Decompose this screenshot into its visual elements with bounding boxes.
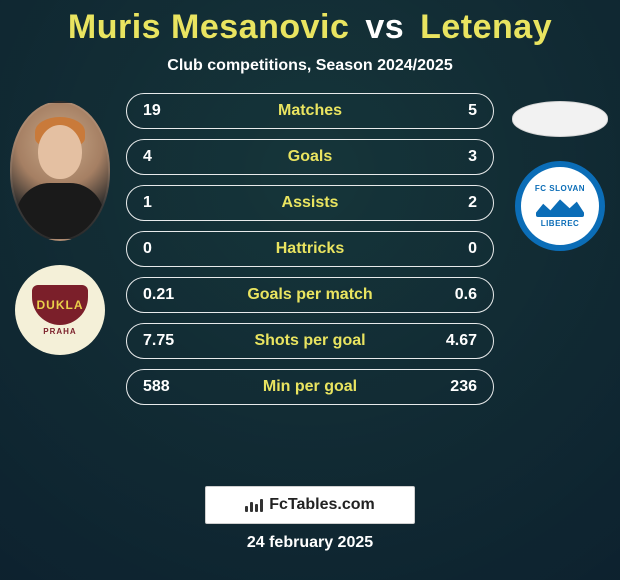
club-crest-dukla: DUKLA PRAHA — [15, 265, 105, 355]
stat-row-assists: 1 Assists 2 — [126, 185, 494, 221]
stat-label: Goals per match — [199, 286, 421, 304]
slovan-inner: FC SLOVAN LIBEREC — [526, 172, 594, 240]
stat-label: Hattricks — [199, 240, 421, 258]
stat-row-gpm: 0.21 Goals per match 0.6 — [126, 277, 494, 313]
content-columns: DUKLA PRAHA 19 Matches 5 4 Goals 3 1 Ass… — [0, 93, 620, 474]
right-column: FC SLOVAN LIBEREC — [500, 93, 620, 251]
stat-right-value: 5 — [421, 102, 477, 120]
stat-right-value: 2 — [421, 194, 477, 212]
stat-right-value: 0 — [421, 240, 477, 258]
club-crest-slovan: FC SLOVAN LIBEREC — [515, 161, 605, 251]
slovan-arc-bottom: LIBEREC — [541, 219, 580, 228]
stat-label: Shots per goal — [199, 332, 421, 350]
stat-left-value: 7.75 — [143, 332, 199, 350]
stat-row-hattricks: 0 Hattricks 0 — [126, 231, 494, 267]
avatar-head — [38, 125, 82, 179]
stat-row-spg: 7.75 Shots per goal 4.67 — [126, 323, 494, 359]
player1-avatar — [10, 101, 110, 241]
player2-avatar-placeholder — [512, 101, 608, 137]
stat-row-goals: 4 Goals 3 — [126, 139, 494, 175]
stat-right-value: 236 — [421, 378, 477, 396]
stat-left-value: 0 — [143, 240, 199, 258]
slovan-arc-top: FC SLOVAN — [535, 184, 585, 193]
footer-date: 24 february 2025 — [247, 534, 373, 552]
stat-row-mpg: 588 Min per goal 236 — [126, 369, 494, 405]
stat-label: Min per goal — [199, 378, 421, 396]
comparison-card: Muris Mesanovic vs Letenay Club competit… — [0, 0, 620, 580]
stat-left-value: 1 — [143, 194, 199, 212]
dukla-subtext: PRAHA — [43, 327, 76, 336]
source-site: FcTables.com — [269, 496, 375, 514]
stat-left-value: 4 — [143, 148, 199, 166]
stats-column: 19 Matches 5 4 Goals 3 1 Assists 2 0 Hat… — [120, 93, 500, 405]
player2-name: Letenay — [420, 8, 552, 46]
stat-label: Matches — [199, 102, 421, 120]
dukla-shield: DUKLA — [32, 285, 88, 325]
stat-label: Goals — [199, 148, 421, 166]
footer: FcTables.com 24 february 2025 — [0, 474, 620, 580]
stat-right-value: 0.6 — [421, 286, 477, 304]
left-column: DUKLA PRAHA — [0, 93, 120, 355]
slovan-wave-icon — [536, 195, 584, 217]
title-vs: vs — [365, 8, 404, 46]
avatar-torso — [16, 183, 104, 239]
stat-row-matches: 19 Matches 5 — [126, 93, 494, 129]
source-badge: FcTables.com — [205, 486, 415, 524]
page-title: Muris Mesanovic vs Letenay — [68, 8, 552, 47]
player1-name: Muris Mesanovic — [68, 8, 349, 46]
stat-left-value: 588 — [143, 378, 199, 396]
stat-right-value: 4.67 — [421, 332, 477, 350]
stat-right-value: 3 — [421, 148, 477, 166]
stat-left-value: 0.21 — [143, 286, 199, 304]
stat-left-value: 19 — [143, 102, 199, 120]
bar-chart-icon — [245, 498, 263, 512]
stat-label: Assists — [199, 194, 421, 212]
subtitle: Club competitions, Season 2024/2025 — [167, 57, 452, 75]
